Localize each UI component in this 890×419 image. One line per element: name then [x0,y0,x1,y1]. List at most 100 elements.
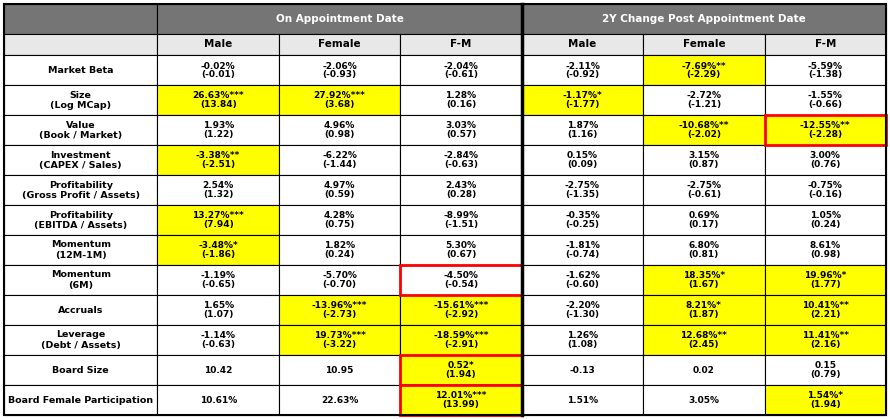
Bar [522,265,643,295]
Text: -7.69%**: -7.69%** [682,62,726,70]
Text: 18.35%*: 18.35%* [683,271,725,280]
Text: F-M: F-M [450,39,472,49]
Text: (-2.28): (-2.28) [808,130,842,139]
Bar [400,235,522,265]
Bar [643,235,765,265]
Text: (0.24): (0.24) [325,250,355,259]
Text: (-0.63): (-0.63) [201,340,235,349]
Text: (-1.30): (-1.30) [565,310,600,319]
Text: Accruals: Accruals [58,305,103,315]
Bar [400,385,522,415]
Text: 8.61%: 8.61% [810,241,841,250]
Text: 1.65%: 1.65% [203,301,234,310]
Bar [279,295,400,325]
Bar [279,115,400,145]
Bar [158,175,279,205]
Text: (0.17): (0.17) [689,220,719,229]
Text: Value
(Book / Market): Value (Book / Market) [39,121,122,140]
Text: 4.97%: 4.97% [324,181,355,190]
Bar [158,145,279,175]
Text: (-1.21): (-1.21) [687,100,721,109]
Bar [765,235,886,265]
Text: (1.67): (1.67) [689,280,719,289]
Bar [643,265,765,295]
Text: Female: Female [319,39,361,49]
Text: 2.54%: 2.54% [203,181,234,190]
Text: 27.92%***: 27.92%*** [313,91,366,101]
Bar [765,325,886,355]
Bar [4,265,158,295]
Text: (0.81): (0.81) [689,250,719,259]
Bar [400,205,522,235]
Bar [279,145,400,175]
Text: 1.93%: 1.93% [203,122,234,130]
Bar [643,325,765,355]
Bar [643,355,765,385]
Text: (-2.51): (-2.51) [201,160,235,169]
Text: -1.14%: -1.14% [200,331,236,340]
Bar [4,55,158,85]
Text: -1.19%: -1.19% [200,271,236,280]
Text: -2.75%: -2.75% [565,181,600,190]
Bar [4,235,158,265]
Text: -1.62%: -1.62% [565,271,600,280]
Bar [522,175,643,205]
Bar [158,205,279,235]
Text: (0.79): (0.79) [810,370,840,379]
Bar [643,145,765,175]
Bar [643,34,765,55]
Text: 6.80%: 6.80% [688,241,719,250]
Text: 0.15: 0.15 [814,361,837,370]
Text: Board Female Participation: Board Female Participation [8,396,153,404]
Text: -0.35%: -0.35% [565,211,600,220]
Text: -1.55%: -1.55% [808,91,843,101]
Text: Market Beta: Market Beta [48,66,114,75]
Text: (-0.74): (-0.74) [565,250,600,259]
Text: (1.16): (1.16) [567,130,597,139]
Bar [765,295,886,325]
Text: 0.15%: 0.15% [567,151,598,160]
Text: (13.99): (13.99) [442,400,480,409]
Text: -2.06%: -2.06% [322,62,357,70]
Text: 1.05%: 1.05% [810,211,841,220]
Bar [4,175,158,205]
Text: 10.41%**: 10.41%** [802,301,849,310]
Text: (0.98): (0.98) [810,250,840,259]
Bar [522,355,643,385]
Text: 1.51%: 1.51% [567,396,598,404]
Bar [279,205,400,235]
Text: 10.61%: 10.61% [199,396,237,404]
Text: 12.01%***: 12.01%*** [435,391,487,400]
Text: -18.59%***: -18.59%*** [433,331,489,340]
Text: (-0.66): (-0.66) [808,100,842,109]
Text: Investment
(CAPEX / Sales): Investment (CAPEX / Sales) [39,150,122,170]
Text: 5.30%: 5.30% [446,241,476,250]
Text: 2Y Change Post Appointment Date: 2Y Change Post Appointment Date [602,14,805,24]
Text: -2.72%: -2.72% [686,91,722,101]
Text: 11.41%**: 11.41%** [802,331,849,340]
Text: (-0.01): (-0.01) [201,70,235,79]
Text: (0.16): (0.16) [446,100,476,109]
Bar [643,55,765,85]
Text: -1.17%*: -1.17%* [562,91,603,101]
Text: (-0.16): (-0.16) [808,190,842,199]
Text: -3.38%**: -3.38%** [196,151,240,160]
Bar [279,34,400,55]
Text: (-1.86): (-1.86) [201,250,235,259]
Text: -13.96%***: -13.96%*** [312,301,368,310]
Text: (1.94): (1.94) [446,370,476,379]
Text: (0.76): (0.76) [810,160,840,169]
Bar [765,115,886,145]
Bar [765,55,886,85]
Text: 3.00%: 3.00% [810,151,841,160]
Text: Male: Male [204,39,232,49]
Bar [765,385,886,415]
Bar [279,325,400,355]
Bar [522,205,643,235]
Bar [400,355,522,385]
Text: Momentum
(12M-1M): Momentum (12M-1M) [51,241,110,260]
Bar [4,355,158,385]
Text: -6.22%: -6.22% [322,151,357,160]
Text: (0.24): (0.24) [810,220,840,229]
Text: (-0.92): (-0.92) [565,70,600,79]
